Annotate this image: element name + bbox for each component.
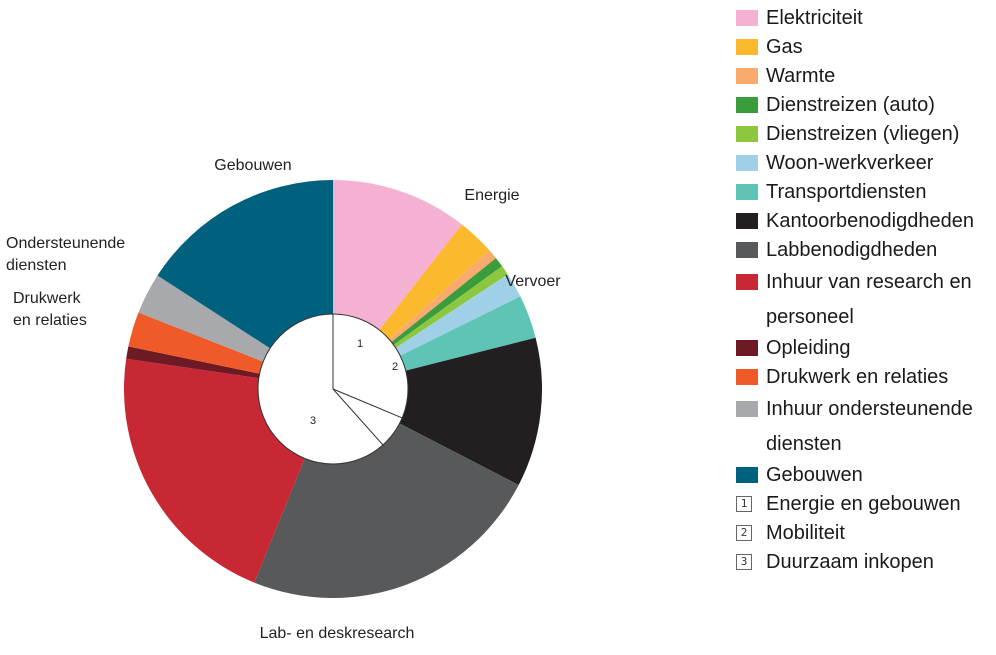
outer-label-ondersteunende-line1: Ondersteunende — [6, 235, 125, 252]
legend-swatch — [736, 467, 758, 483]
slice-kantoorbenodigdheden — [333, 337, 542, 486]
legend-swatch — [736, 126, 758, 142]
legend-label: Warmte — [766, 65, 836, 87]
outer-label-vervoer: Vervoer — [505, 273, 561, 290]
legend-item-inhuur-research: Inhuur van research en personeel — [736, 265, 996, 334]
legend-item-labbenodigdheden: Labbenodigdheden — [736, 236, 996, 265]
outer-label-drukwerk-line2: en relaties — [13, 312, 87, 329]
legend-item-inhuur-ondersteunende: Inhuur ondersteunende diensten — [736, 392, 996, 461]
legend-label: Opleiding — [766, 337, 851, 359]
legend-swatch — [736, 155, 758, 171]
legend-label: Kantoorbenodigdheden — [766, 210, 974, 232]
donut-chart: 1 2 3 Gebouwen Energie Vervoer Ondersteu… — [6, 157, 561, 642]
legend-item-woon-werkverkeer: Woon-werkverkeer — [736, 149, 996, 178]
legend-label: Labbenodigdheden — [766, 239, 938, 261]
legend-label: Woon-werkverkeer — [766, 152, 934, 174]
legend-label: Elektriciteit — [766, 7, 863, 29]
legend-item-gas: Gas — [736, 33, 996, 62]
legend-swatch — [736, 10, 758, 26]
legend-label: Transportdiensten — [766, 181, 927, 203]
legend-swatch — [736, 340, 758, 356]
outer-labels: Gebouwen Energie Vervoer Ondersteunende … — [6, 157, 561, 642]
legend-group-marker: 3 — [736, 554, 752, 570]
legend: Elektriciteit Gas Warmte Dienstreizen (a… — [736, 4, 996, 577]
inner-group-markers: 1 2 3 — [310, 338, 398, 427]
legend-group-mobiliteit: 2 Mobiliteit — [736, 519, 996, 548]
legend-item-kantoorbenodigdheden: Kantoorbenodigdheden — [736, 207, 996, 236]
outer-label-energie: Energie — [464, 187, 519, 204]
inner-divider-3 — [332, 388, 384, 446]
legend-item-warmte: Warmte — [736, 62, 996, 91]
legend-label: Gebouwen — [766, 464, 863, 486]
legend-swatch — [736, 39, 758, 55]
legend-group-marker: 2 — [736, 525, 752, 541]
legend-item-gebouwen: Gebouwen — [736, 461, 996, 490]
legend-group-energie-gebouwen: 1 Energie en gebouwen — [736, 490, 996, 519]
legend-label: Dienstreizen (auto) — [766, 94, 935, 116]
legend-group-label: Duurzaam inkopen — [766, 551, 934, 573]
legend-item-elektriciteit: Elektriciteit — [736, 4, 996, 33]
legend-item-dienstreizen-auto: Dienstreizen (auto) — [736, 91, 996, 120]
outer-label-ondersteunende-line2: diensten — [6, 257, 67, 274]
legend-item-drukwerk: Drukwerk en relaties — [736, 363, 996, 392]
legend-swatch — [736, 97, 758, 113]
inner-marker-1: 1 — [357, 338, 363, 350]
legend-group-marker: 1 — [736, 496, 752, 512]
legend-label: Dienstreizen (vliegen) — [766, 123, 960, 145]
legend-label: Drukwerk en relaties — [766, 366, 949, 388]
inner-marker-2: 2 — [392, 361, 398, 373]
outer-label-gebouwen: Gebouwen — [214, 157, 291, 174]
legend-label: Inhuur van research en personeel — [766, 271, 972, 328]
legend-swatch — [736, 369, 758, 385]
legend-group-label: Mobiliteit — [766, 522, 845, 544]
legend-item-dienstreizen-vliegen: Dienstreizen (vliegen) — [736, 120, 996, 149]
legend-group-label: Energie en gebouwen — [766, 493, 961, 515]
legend-swatch — [736, 401, 758, 417]
legend-swatch — [736, 184, 758, 200]
legend-item-opleiding: Opleiding — [736, 334, 996, 363]
legend-label: Inhuur ondersteunende diensten — [766, 398, 973, 455]
inner-group-dividers — [332, 314, 403, 446]
legend-swatch — [736, 213, 758, 229]
inner-divider-2 — [332, 388, 403, 419]
legend-swatch — [736, 68, 758, 84]
legend-item-transportdiensten: Transportdiensten — [736, 178, 996, 207]
inner-marker-3: 3 — [310, 415, 316, 427]
outer-label-drukwerk-line1: Drukwerk — [13, 290, 82, 307]
legend-label: Gas — [766, 36, 803, 58]
legend-group-duurzaam-inkopen: 3 Duurzaam inkopen — [736, 548, 996, 577]
legend-swatch — [736, 242, 758, 258]
outer-label-lab: Lab- en deskresearch — [260, 625, 415, 642]
legend-swatch — [736, 274, 758, 290]
